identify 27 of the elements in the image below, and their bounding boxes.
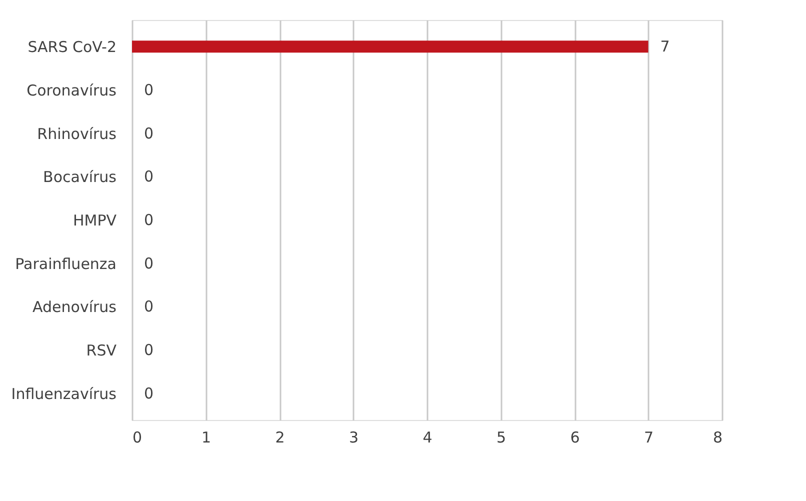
x-tick-label: 7 <box>644 428 654 446</box>
y-tick-label: HMPV <box>72 212 118 230</box>
y-tick-label: Rhinovírus <box>37 124 117 143</box>
x-tick-label: 4 <box>422 428 432 446</box>
data-label: 0 <box>144 298 154 316</box>
data-label: 0 <box>144 81 154 99</box>
data-label: 7 <box>660 38 670 56</box>
x-tick-label: 6 <box>570 428 580 446</box>
x-tick-label: 8 <box>712 428 722 446</box>
x-tick-label: 0 <box>132 428 142 446</box>
data-label: 0 <box>144 211 154 229</box>
y-tick-label: Influenzavírus <box>11 384 117 403</box>
x-tick-label: 5 <box>496 428 506 446</box>
y-tick-label: Parainfluenza <box>15 254 116 273</box>
data-label: 0 <box>144 341 154 359</box>
y-tick-label: Adenovírus <box>32 298 117 316</box>
y-tick-label: Coronavírus <box>26 82 117 100</box>
x-tick-label: 2 <box>275 428 285 446</box>
x-tick-label: 3 <box>348 428 359 446</box>
data-label: 0 <box>144 168 154 186</box>
y-tick-label: Bocavírus <box>43 168 117 186</box>
x-tick-label: 1 <box>201 428 212 446</box>
data-label: 0 <box>144 254 154 272</box>
data-label: 0 <box>144 384 154 402</box>
data-label: 0 <box>144 124 154 142</box>
y-tick-label: RSV <box>86 342 118 360</box>
y-tick-label: SARS CoV-2 <box>28 38 116 56</box>
